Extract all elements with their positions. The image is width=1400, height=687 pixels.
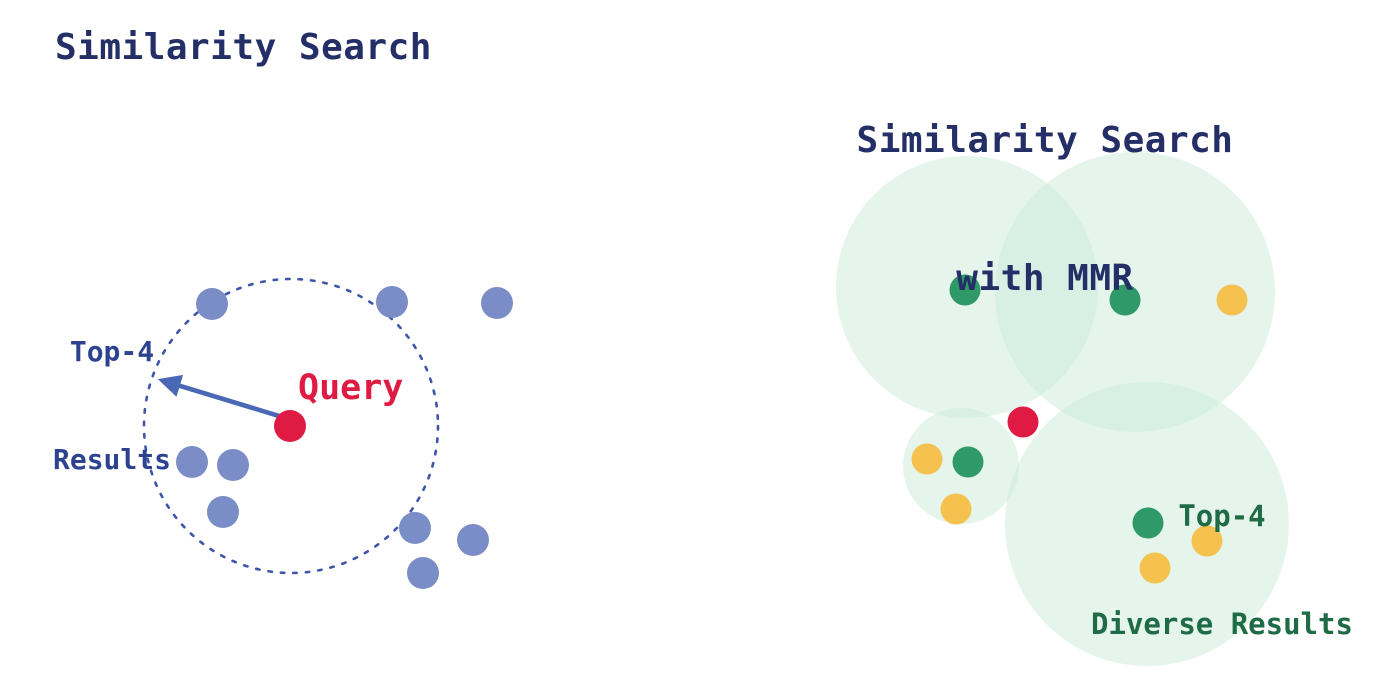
top4-results-label-line2: Results — [52, 443, 171, 476]
result-dot — [176, 446, 208, 478]
result-dot — [399, 512, 431, 544]
result-dot — [481, 287, 513, 319]
result-dot — [217, 449, 249, 481]
similarity-radius-circle-group — [142, 277, 440, 575]
result-dot — [376, 286, 408, 318]
radius-arrow — [157, 374, 280, 419]
right-panel-title-line1: Similarity Search — [856, 120, 1234, 161]
diverse-result-dot-green — [952, 446, 984, 478]
top4-diverse-results-label-line2: Diverse Results — [1091, 607, 1353, 641]
candidate-dot-yellow — [1139, 552, 1171, 584]
result-dot — [207, 496, 239, 528]
query-label: Query — [298, 368, 404, 408]
candidate-dot-yellow — [1191, 525, 1223, 557]
query-dots — [274, 406, 1039, 442]
mmr-result-dots — [911, 274, 1248, 584]
query-dot — [1007, 406, 1039, 438]
top4-results-label-line1: Top-4 — [69, 335, 155, 368]
left-panel-title: Similarity Search — [55, 27, 432, 68]
candidate-dot-yellow — [911, 443, 943, 475]
result-dot — [196, 288, 228, 320]
result-dot — [407, 557, 439, 589]
candidate-dot-yellow — [1216, 284, 1248, 316]
radius-arrow-group — [157, 374, 280, 419]
diverse-result-dot-green — [1132, 507, 1164, 539]
query-dot — [274, 410, 306, 442]
right-panel-title-line2: with MMR — [956, 258, 1134, 299]
top4-diverse-results-label: Top-4 Diverse Results — [1072, 426, 1372, 687]
diverse-result-dot-green — [1109, 284, 1141, 316]
candidate-dot-yellow — [940, 493, 972, 525]
similarity-result-dots — [176, 286, 513, 589]
right-panel-title: Similarity Search with MMR — [845, 26, 1245, 394]
result-dot — [457, 524, 489, 556]
diverse-result-dot-green — [949, 274, 981, 306]
top4-diverse-results-label-line1: Top-4 — [1178, 499, 1266, 533]
top4-results-label: Top-4 Results — [38, 262, 186, 550]
similarity-radius-circle — [142, 277, 440, 575]
